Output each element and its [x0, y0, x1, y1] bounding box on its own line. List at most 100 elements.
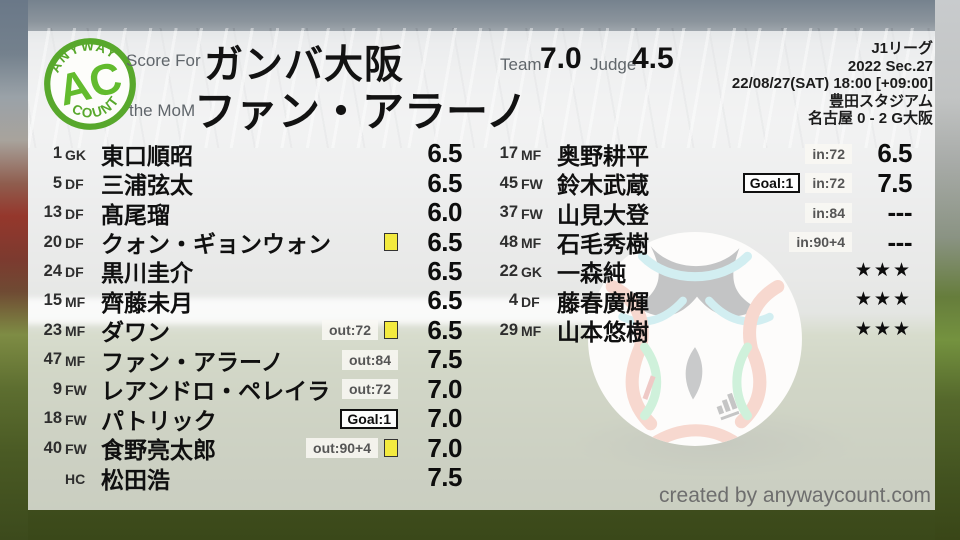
player-number: 4 [508, 291, 518, 310]
substitution-badge: out:72 [322, 320, 378, 341]
player-rating: 6.5 [427, 314, 462, 345]
player-number: 13 [43, 203, 62, 222]
player-row: 45 FW 鈴木武蔵 Goal:1 in:72 7.5 [490, 168, 913, 199]
player-position: MF [65, 323, 86, 340]
substitution-badge: out:72 [342, 379, 398, 400]
player-rating: --- [887, 226, 913, 257]
player-rating: ★★★ [854, 289, 912, 311]
player-row: 20 DF クォン・ギョンウォン 6.5 [34, 226, 463, 258]
player-position: HC [65, 470, 86, 487]
player-row: 15 MF 齊藤未月 6.5 [34, 285, 463, 316]
player-rating: --- [887, 197, 913, 228]
judge-score-value: 4.5 [632, 42, 674, 75]
player-name: クォン・ギョンウォン [101, 231, 331, 258]
player-name: ファン・アラーノ [101, 348, 284, 375]
player-row: 29 MF 山本悠樹 ★★★ [490, 316, 912, 346]
footer-credit: created by anywaycount.com [659, 484, 931, 507]
player-position: DF [65, 235, 84, 252]
player-rating: 7.0 [427, 373, 462, 404]
player-row: 18 FW パトリック Goal:1 7.0 [34, 403, 463, 434]
player-row: 1 GK 東口順昭 6.5 [34, 138, 463, 169]
player-row: 5 DF 三浦弦太 6.5 [34, 167, 463, 199]
player-row: 24 DF 黒川圭介 6.5 [34, 256, 463, 287]
score-for-label: Score For [126, 51, 201, 70]
photo-right-edge [935, 0, 960, 540]
player-row: 47 MF ファン・アラーノ out:84 7.5 [34, 344, 463, 375]
team-score-label: Team [500, 55, 542, 74]
player-number: 37 [499, 203, 518, 222]
player-number: 24 [43, 261, 62, 280]
player-name: 藤春廣輝 [557, 289, 649, 316]
mom-label: the MoM [129, 101, 196, 120]
player-position: MF [521, 235, 542, 252]
player-rating: ★★★ [854, 259, 912, 281]
player-row: HC 松田浩 7.5 [34, 462, 463, 493]
player-name: 山見大登 [557, 201, 649, 228]
player-name: 鈴木武蔵 [557, 172, 649, 199]
match-result: 名古屋 0 - 2 G大阪 [807, 110, 933, 127]
player-number: 17 [499, 144, 518, 163]
player-name: 食野亮太郎 [101, 437, 216, 464]
player-name: 松田浩 [101, 466, 170, 493]
player-name: 山本悠樹 [557, 319, 649, 346]
player-position: GK [65, 146, 86, 163]
league-name: J1リーグ [871, 40, 933, 57]
substitutes-list: 17 MF 奥野耕平 in:72 6.5 45 FW 鈴木武蔵 Goal:1 in:72 7.5 37… [490, 138, 913, 346]
player-position: MF [521, 323, 542, 340]
player-number: 22 [499, 261, 518, 280]
team-score-value: 7.0 [540, 42, 582, 75]
substitution-badge: out:84 [342, 349, 398, 370]
player-number: 47 [43, 350, 62, 369]
player-number: 5 [52, 173, 62, 192]
player-number: 23 [43, 320, 62, 339]
player-rating: 6.5 [427, 226, 462, 257]
player-number: 48 [499, 232, 518, 251]
player-position: MF [65, 293, 86, 310]
player-name: 三浦弦太 [101, 172, 193, 199]
goal-badge: Goal:1 [340, 408, 398, 429]
player-position: DF [65, 176, 84, 193]
player-number: 29 [499, 320, 518, 339]
substitution-badge: in:90+4 [789, 232, 852, 253]
player-position: MF [65, 352, 86, 369]
player-name: 一森純 [557, 260, 626, 287]
player-position: DF [65, 264, 84, 281]
player-name: ダワン [101, 319, 170, 346]
player-number: 20 [43, 232, 62, 251]
player-number: 45 [499, 173, 518, 192]
player-row: 37 FW 山見大登 in:84 --- [490, 197, 913, 228]
player-number: 18 [43, 409, 62, 428]
player-name: 奥野耕平 [557, 142, 649, 169]
judge-score-label: Judge [590, 55, 637, 74]
player-row: 22 GK 一森純 ★★★ [490, 257, 912, 287]
player-rating: 6.0 [427, 197, 462, 228]
player-number: 9 [52, 379, 62, 398]
player-position: FW [65, 382, 87, 399]
yellow-card-icon [384, 233, 398, 252]
player-number: 1 [52, 144, 62, 163]
player-rating: 6.5 [877, 138, 912, 169]
player-row: 9 FW レアンドロ・ペレイラ out:72 7.0 [34, 373, 463, 405]
player-rating: 7.5 [427, 462, 462, 493]
player-position: FW [65, 411, 87, 428]
player-number: 40 [43, 438, 62, 457]
player-name: 東口順昭 [101, 142, 193, 169]
player-number: 15 [43, 291, 62, 310]
substitution-badge: out:90+4 [306, 438, 378, 459]
player-position: FW [521, 205, 543, 222]
anywaycount-logo: ANYWAY COUNT AC [42, 36, 136, 130]
player-position: DF [521, 293, 540, 310]
player-position: FW [65, 441, 87, 458]
player-rating: 7.0 [427, 432, 462, 463]
player-rating: 6.5 [427, 138, 462, 169]
player-rating: ★★★ [854, 318, 912, 340]
player-name: パトリック [101, 407, 217, 434]
player-rating: 6.5 [427, 285, 462, 316]
player-name: 石毛秀樹 [557, 231, 649, 258]
player-row: 13 DF 髙尾瑠 6.0 [34, 197, 463, 228]
player-rating: 6.5 [427, 167, 462, 198]
player-row: 48 MF 石毛秀樹 in:90+4 --- [490, 226, 913, 258]
player-position: GK [521, 264, 542, 281]
kickoff-datetime: 22/08/27(SAT) 18:00 [+09:00] [731, 75, 933, 92]
player-position: MF [521, 146, 542, 163]
